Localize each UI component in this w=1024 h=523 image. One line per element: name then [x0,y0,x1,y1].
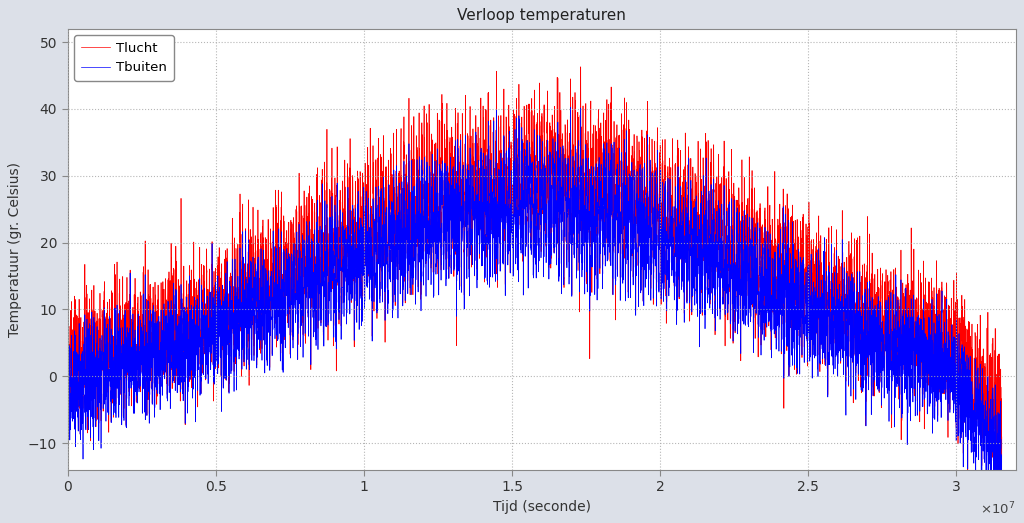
Tbuiten [995,507,1008,514]
Tlucht [328,280,340,286]
Tlucht [261,292,273,298]
Title: Verloop temperaturen: Verloop temperaturen [457,8,626,24]
Tlucht [574,64,587,70]
Legend: Tlucht, Tbuiten: Tlucht, Tbuiten [74,35,174,81]
Tlucht [315,226,328,233]
X-axis label: Tijd (seconde): Tijd (seconde) [493,500,591,514]
Tbuiten [964,392,976,399]
Text: $\times 10^7$: $\times 10^7$ [980,501,1016,517]
Tbuiten [338,254,350,260]
Tbuiten [261,309,273,315]
Tbuiten [315,265,328,271]
Tlucht [995,434,1008,440]
Tlucht [338,241,350,247]
Y-axis label: Temperatuur (gr. Celsius): Temperatuur (gr. Celsius) [8,162,23,337]
Tbuiten [564,104,577,110]
Line: Tbuiten: Tbuiten [68,107,1001,510]
Tbuiten [370,184,382,190]
Tlucht [993,490,1006,496]
Line: Tlucht: Tlucht [68,67,1001,493]
Tlucht [61,321,74,327]
Tbuiten [328,278,340,285]
Tlucht [370,156,382,163]
Tbuiten [995,477,1008,484]
Tlucht [964,334,976,340]
Tbuiten [61,370,74,376]
